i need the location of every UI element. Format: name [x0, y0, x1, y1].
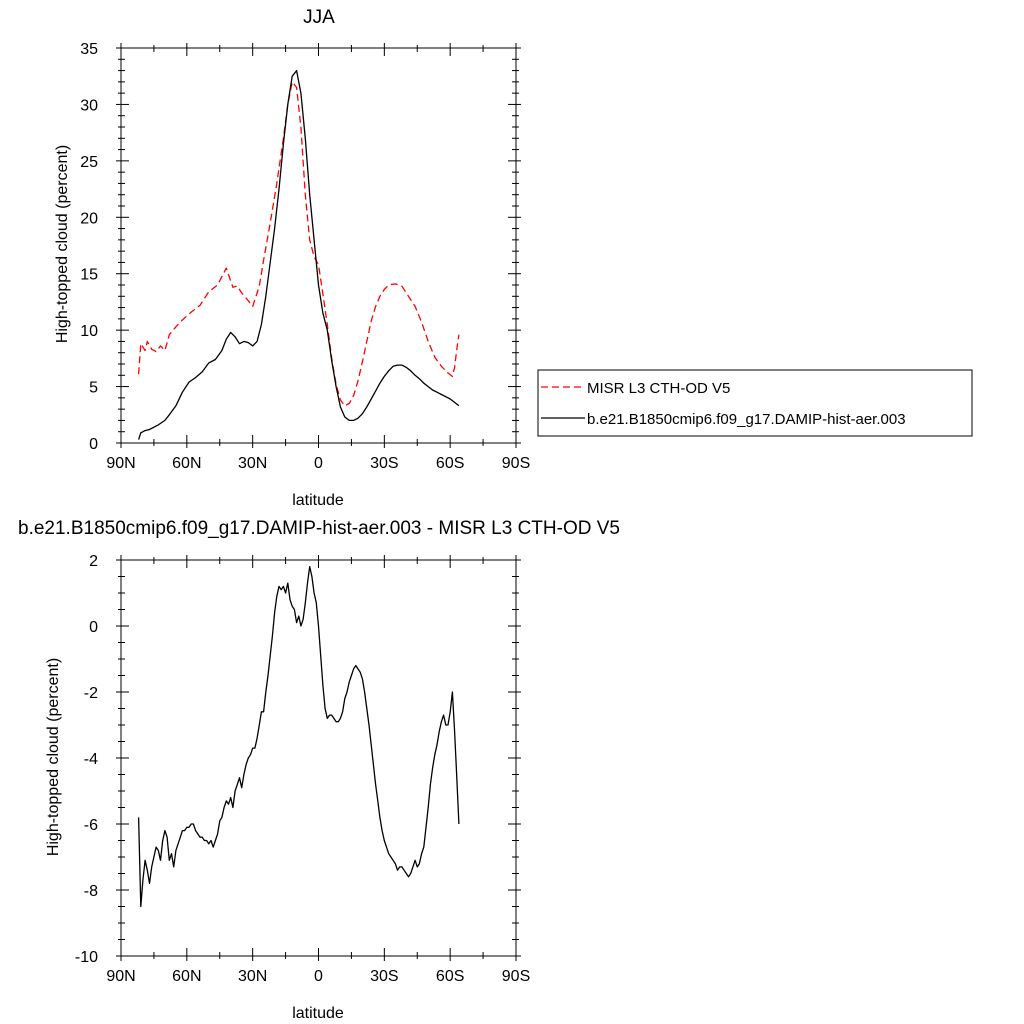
tick-labels: 90N 60N 30N 0 30S 60S 90S 0 5 10 15 20 25 30 35 [80, 41, 530, 472]
plot-frame [120, 47, 517, 444]
y-tick-label: 20 [80, 210, 98, 227]
x-tick-label: 60S [436, 455, 464, 472]
legend: MISR L3 CTH-OD V5 b.e21.B1850cmip6.f09_g… [537, 369, 973, 437]
y-tick-label: 25 [80, 154, 98, 171]
y-tick-label: -6 [84, 817, 98, 834]
chart-seasonal-cloud: JJA latitude High-topped cloud (percent)… [54, 7, 530, 509]
y-tick-label: 30 [80, 97, 98, 114]
plot-frame [120, 559, 517, 957]
legend-label-misr: MISR L3 CTH-OD V5 [587, 380, 730, 397]
chart-title: b.e21.B1850cmip6.f09_g17.DAMIP-hist-aer.… [18, 518, 620, 539]
y-tick-label: -2 [84, 685, 98, 702]
x-tick-label: 0 [314, 968, 323, 985]
legend-label-model: b.e21.B1850cmip6.f09_g17.DAMIP-hist-aer.… [587, 411, 906, 428]
y-tick-label: -10 [75, 949, 98, 966]
tick-labels: 90N 60N 30N 0 30S 60S 90S -10 -8 -6 -4 -2 0 2 [75, 553, 530, 985]
x-axis-label: latitude [292, 492, 344, 509]
x-tick-label: 60S [436, 968, 464, 985]
tick-marks [116, 43, 521, 448]
x-axis-label: latitude [292, 1005, 344, 1022]
tick-marks [116, 555, 521, 961]
y-tick-label: -8 [84, 883, 98, 900]
series-line-model [137, 565, 460, 908]
y-tick-label: -4 [84, 751, 98, 768]
y-tick-label: 10 [80, 323, 98, 340]
x-tick-label: 90N [106, 968, 135, 985]
legend-box [537, 369, 973, 437]
x-tick-label: 90S [502, 455, 530, 472]
y-tick-label: 2 [89, 553, 98, 570]
y-axis-label: High-topped cloud (percent) [45, 658, 62, 856]
x-tick-label: 30N [238, 455, 267, 472]
chart-title: JJA [303, 7, 335, 28]
y-tick-label: 35 [80, 41, 98, 58]
x-tick-label: 60N [172, 968, 201, 985]
x-tick-label: 60N [172, 455, 201, 472]
series-line-model [137, 69, 460, 440]
x-tick-label: 30N [238, 968, 267, 985]
chart-difference-cloud: b.e21.B1850cmip6.f09_g17.DAMIP-hist-aer.… [18, 518, 620, 1022]
x-tick-label: 0 [314, 455, 323, 472]
x-tick-label: 30S [370, 455, 398, 472]
series-lines [137, 565, 460, 908]
y-tick-label: 0 [89, 436, 98, 453]
series-lines [137, 69, 460, 440]
y-tick-label: 15 [80, 267, 98, 284]
x-tick-label: 30S [370, 968, 398, 985]
series-line-misr [137, 81, 460, 407]
y-tick-label: 5 [89, 380, 98, 397]
y-tick-label: 0 [89, 619, 98, 636]
x-tick-label: 90N [106, 455, 135, 472]
x-tick-label: 90S [502, 968, 530, 985]
y-axis-label: High-topped cloud (percent) [54, 145, 71, 343]
